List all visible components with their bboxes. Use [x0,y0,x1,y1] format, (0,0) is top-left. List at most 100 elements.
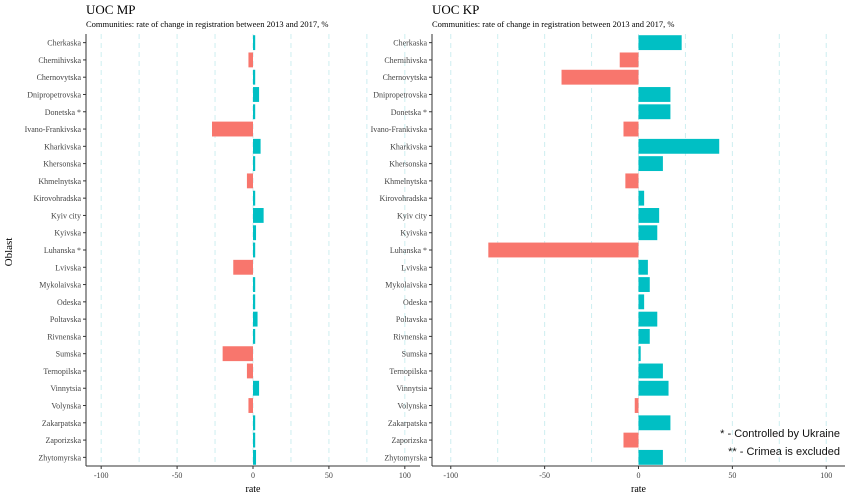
y-tick-label: Kirovohradska [379,194,427,203]
bar-2-17 [638,328,650,344]
y-tick-label: Dnipropetrovska [27,90,81,99]
y-tick-label: Zhytomyrska [38,453,81,462]
y-tick-label: Chernihivska [384,56,427,65]
bar-1-0 [253,35,256,51]
y-tick-label: Kyivska [54,229,81,238]
x-tick-label: 0 [637,471,641,480]
bar-1-8 [246,173,253,189]
y-tick-label: Odeska [403,298,427,307]
bar-1-20 [253,380,260,396]
y-tick-label: Ternopilska [43,367,81,376]
bar-2-22 [638,415,671,431]
bar-2-7 [638,156,663,172]
y-tick-label: Chernihivska [38,56,81,65]
bar-2-21 [634,398,639,413]
x-tick-label: -100 [443,471,458,480]
bar-2-23 [623,432,639,448]
y-tick-label: Volynska [51,402,81,411]
bar-2-12 [488,242,639,258]
y-tick-label: Mykolaivska [385,281,427,290]
y-tick-label: Zaporizska [391,436,427,445]
bar-1-12 [253,242,256,258]
x-tick-label: 0 [251,471,255,480]
bar-1-13 [233,259,253,275]
x-tick-label: 50 [325,471,333,480]
x-tick-label: 100 [820,471,832,480]
y-tick-label: Kharkivska [44,142,81,151]
y-tick-label: Rivnenska [393,332,427,341]
bar-2-10 [638,208,660,223]
y-tick-label: Odeska [57,298,81,307]
y-tick-label: Zaporizska [45,436,81,445]
bar-2-13 [638,259,648,275]
y-tick-label: Chernovytska [383,73,428,82]
x-axis-title: rate [246,484,262,495]
bar-1-6 [253,138,261,154]
y-tick-label: Khersonska [389,160,427,169]
y-tick-label: Khmelnytska [384,177,427,186]
bar-1-7 [253,156,256,172]
y-tick-label: Dnipropetrovska [373,90,427,99]
y-tick-label: Cherkaska [47,39,81,48]
bar-2-3 [638,87,671,102]
y-tick-label: Sumska [402,350,428,359]
y-tick-label: Poltavska [396,315,428,324]
bar-2-4 [638,104,671,120]
y-tick-label: Chernovytska [37,73,82,82]
y-tick-label: Kyiv city [51,211,81,220]
y-tick-label: Donetska * [45,108,81,117]
y-tick-label: Volynska [397,402,427,411]
y-tick-label: Lvivska [55,263,81,272]
legend-note-crimea: ** - Crimea is excluded [728,446,840,458]
bar-2-0 [638,35,682,51]
bar-1-3 [253,87,260,102]
y-tick-label: Luhanska * [390,246,427,255]
y-tick-label: Kharkivska [390,142,427,151]
bar-1-17 [253,328,256,344]
y-tick-label: Kirovohradska [33,194,81,203]
bar-2-9 [638,190,645,206]
bar-2-5 [623,121,639,137]
bar-2-24 [638,449,663,465]
bar-1-23 [253,432,256,448]
y-tick-label: Zakarpatska [42,419,82,428]
bar-1-14 [253,277,256,292]
bar-2-15 [638,294,645,310]
y-tick-label: Ivano-Frankivska [25,125,82,134]
y-tick-label: Sumska [56,350,82,359]
bar-1-11 [253,225,257,241]
x-tick-label: -100 [94,471,109,480]
bar-2-1 [619,52,639,68]
bar-1-2 [253,69,256,85]
x-axis-title: rate [631,484,647,495]
y-tick-label: Kyiv city [397,211,427,220]
y-tick-label: Lvivska [401,263,427,272]
bar-2-16 [638,311,658,327]
y-tick-label: Mykolaivska [39,281,81,290]
x-tick-label: -50 [172,471,183,480]
y-tick-label: Poltavska [50,315,82,324]
y-tick-label: Kyivska [400,229,427,238]
x-tick-label: -50 [539,471,550,480]
panel-2: UOC KP Communities: rate of change in reg… [371,2,845,495]
y-tick-label: Zhytomyrska [384,453,427,462]
y-tick-label: Khmelnytska [38,177,81,186]
bar-2-20 [638,380,669,396]
y-tick-label: Donetska * [391,108,427,117]
bar-2-18 [638,346,641,362]
bar-2-11 [638,225,658,241]
x-tick-label: 50 [728,471,736,480]
y-tick-label: Ivano-Frankivska [371,125,428,134]
bar-1-4 [253,104,256,120]
bar-1-24 [253,449,257,465]
y-tick-label: Vinnytsia [50,384,81,393]
y-axis-title: Oblast [3,238,15,267]
bar-1-16 [253,311,258,327]
bar-1-9 [253,190,256,206]
bar-1-18 [222,346,253,362]
bar-1-10 [253,208,264,223]
bar-2-2 [561,69,639,85]
panel-title: UOC MP [86,2,136,17]
bar-2-8 [625,173,639,189]
bar-1-22 [253,415,256,431]
